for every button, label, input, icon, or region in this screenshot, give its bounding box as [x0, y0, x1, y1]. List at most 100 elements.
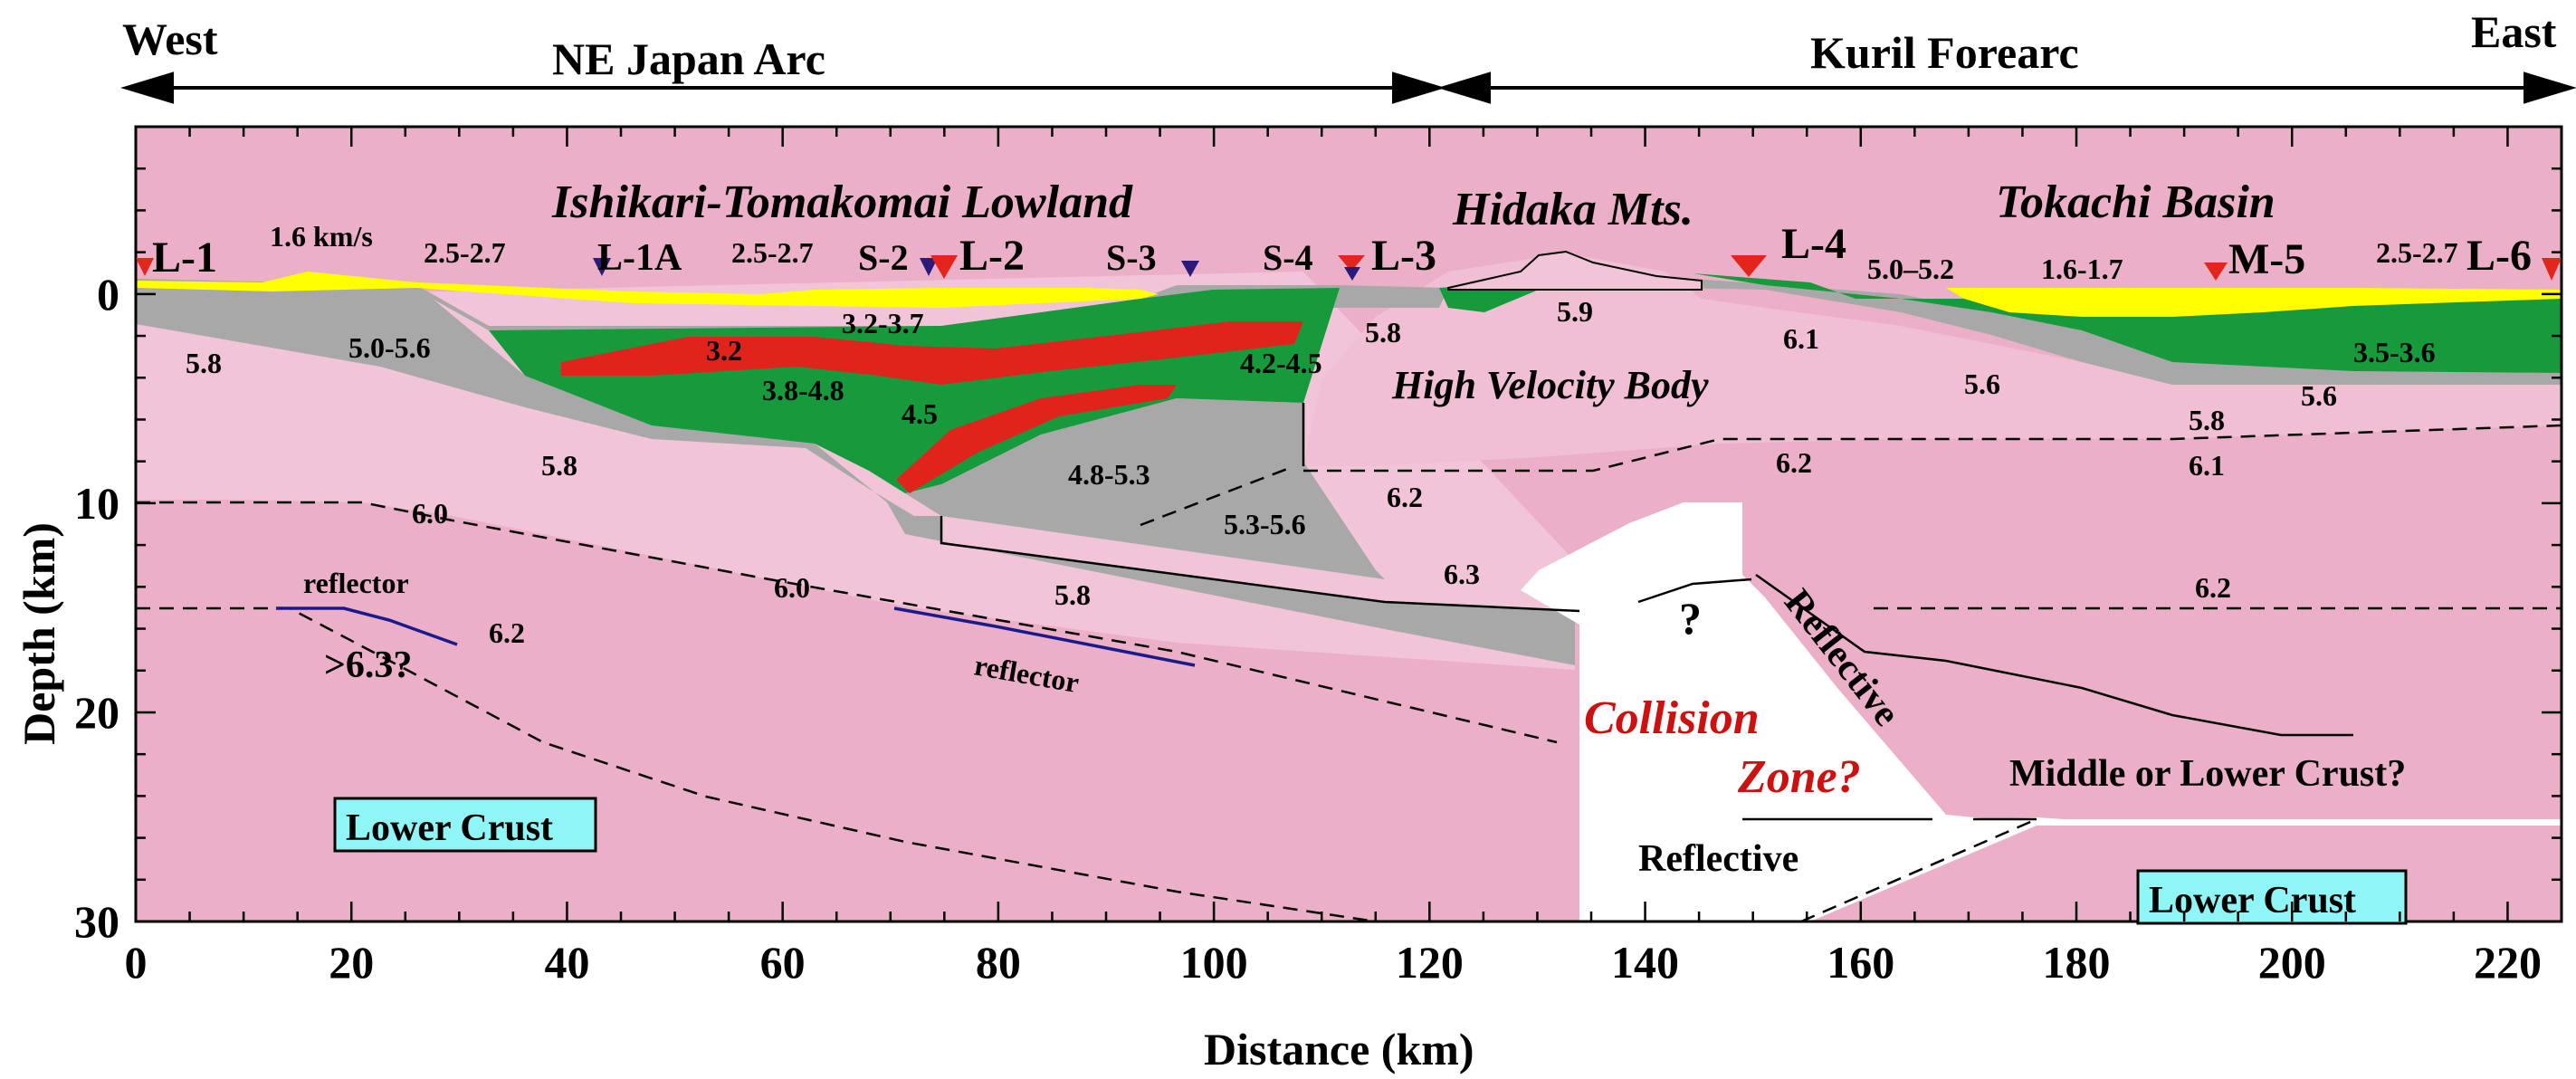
collision-zone-region — [1521, 502, 2562, 921]
triangle-red-icon — [930, 255, 958, 279]
boundary-lines — [136, 403, 2562, 923]
velocity-label: 5.3-5.6 — [1224, 508, 1306, 540]
station-labels: L-1 L-1A S-2 L-2 S-3 S-4 L-3 L-4 M-5 L-6 — [152, 220, 2532, 283]
y-tick-label: 20 — [74, 687, 119, 738]
x-tick-label: 60 — [760, 937, 806, 988]
velocity-label: 2.5-2.7 — [2376, 236, 2458, 269]
station-label: L-2 — [959, 232, 1025, 280]
velocity-label: reflector — [303, 567, 409, 599]
triangle-blue-icon — [593, 258, 611, 276]
triangle-blue-icon — [1181, 261, 1199, 277]
reflective-bottom-label: Reflective — [1638, 838, 1798, 880]
west-label: West — [122, 14, 218, 64]
red-layer-lower — [896, 385, 1177, 493]
velocity-label: 2.5-2.7 — [424, 236, 506, 269]
gray-layer-east — [1638, 276, 2562, 385]
y-axis-label: Depth (km) — [14, 522, 64, 745]
ishikari-label: Ishikari-Tomakomai Lowland — [551, 177, 1133, 228]
green-layer-east — [1693, 273, 2562, 373]
x-tick-labels: 0 20 40 60 80 100 120 140 160 180 200 220 — [125, 937, 2542, 988]
x-tick-label: 140 — [1611, 937, 1679, 988]
dashed-fault — [1140, 464, 1295, 527]
velocity-label: 5.6 — [2301, 379, 2337, 412]
reflector-center — [893, 606, 1196, 667]
station-label: L-4 — [1781, 220, 1846, 268]
x-tick-label: 220 — [2474, 937, 2542, 988]
reflectors — [276, 606, 1196, 667]
red-layer-upper — [561, 321, 1303, 385]
lower-crust-right-label: Lower Crust — [2149, 880, 2356, 921]
velocity-label: 3.2-3.7 — [842, 307, 924, 339]
station-label: L-6 — [2466, 232, 2532, 280]
y-tick-label: 10 — [74, 478, 119, 529]
velocity-label: 6.0 — [774, 571, 810, 604]
velocity-label: 6.2 — [1387, 481, 1423, 513]
triangle-red-icon — [136, 258, 154, 276]
velocity-label: 3.8-4.8 — [762, 374, 844, 406]
velocity-label: 6.2 — [1776, 446, 1812, 479]
x-tick-label: 200 — [2258, 937, 2326, 988]
station-markers — [136, 255, 2562, 281]
arrow-west-icon — [120, 72, 174, 104]
station-label: S-4 — [1263, 237, 1313, 278]
y-tick-labels: 0 10 20 30 — [74, 269, 119, 947]
velocity-labels: 1.6 km/s 2.5-2.7 2.5-2.7 2.5-2.7 5.0–5.2… — [186, 220, 2458, 699]
gray-layer-west — [136, 279, 1575, 665]
velocity-label: 4.2-4.5 — [1240, 347, 1322, 379]
reflector-west — [276, 606, 458, 646]
y-tick-label: 30 — [74, 896, 119, 947]
station-label: L-1A — [597, 237, 682, 279]
y-tick-label: 0 — [97, 269, 119, 320]
station-label: L-3 — [1371, 232, 1436, 280]
ne-japan-arc-label: NE Japan Arc — [552, 33, 825, 84]
station-label: S-3 — [1106, 237, 1157, 278]
velocity-label: 5.8 — [1054, 578, 1091, 611]
arrow-mid-right-icon — [1392, 72, 1445, 104]
high-velocity-body-label: High Velocity Body — [1391, 363, 1709, 407]
velocity-label: 6.3 — [1444, 558, 1480, 590]
dashed-6.2-boundary — [136, 606, 1377, 923]
x-tick-label: 80 — [976, 937, 1021, 988]
collision-label-2: Zone? — [1737, 751, 1861, 803]
header-arrows — [120, 72, 2576, 104]
velocity-label: 5.8 — [1365, 316, 1401, 349]
velocity-label: 6.0 — [412, 497, 448, 530]
velocity-label: 6.1 — [2189, 449, 2225, 482]
velocity-label: 5.0-5.6 — [348, 331, 431, 364]
velocity-label: 3.2 — [706, 334, 742, 367]
x-tick-label: 0 — [125, 937, 148, 988]
velocity-label: 4.5 — [902, 397, 938, 430]
kuril-forearc-label: Kuril Forearc — [1810, 27, 2079, 78]
x-tick-label: 180 — [2043, 937, 2111, 988]
velocity-label: 5.8 — [186, 347, 222, 379]
triangle-blue-icon — [920, 258, 938, 276]
velocity-label: 5.6 — [1964, 368, 2000, 400]
reflector-line-east — [1755, 573, 2353, 737]
velocity-label: >6.3? — [324, 645, 412, 686]
dashed-5.8-boundary-east — [1303, 424, 2562, 473]
velocity-label: 1.6 km/s — [270, 220, 373, 253]
slab-top-line — [940, 516, 1580, 613]
arrow-east-icon — [2524, 72, 2576, 104]
lower-crust-left-label: Lower Crust — [346, 807, 553, 849]
question-label: ? — [1679, 593, 1702, 644]
high-velocity-body — [1303, 253, 2562, 466]
velocity-label: 4.8-5.3 — [1068, 458, 1150, 491]
x-axis-label: Distance (km) — [1204, 1024, 1474, 1074]
triangle-blue-icon — [1344, 267, 1360, 281]
velocity-label: 5.0–5.2 — [1867, 253, 1954, 285]
east-label: East — [2471, 6, 2557, 57]
collision-arc — [1637, 578, 1752, 604]
lower-crust-box-right: Lower Crust — [2136, 869, 2408, 925]
triangle-red-icon — [1338, 255, 1365, 272]
velocity-label: 2.5-2.7 — [731, 236, 814, 269]
velocity-label: 5.9 — [1557, 295, 1593, 328]
station-label: M-5 — [2228, 235, 2305, 283]
velocity-label: 6.1 — [1783, 322, 1819, 355]
dashed-6.0-boundary — [136, 501, 1558, 744]
velocity-label: 1.6-1.7 — [2041, 253, 2123, 285]
velocity-label: 6.2 — [2195, 571, 2231, 604]
dashed-reflective-bottom — [1800, 817, 2037, 923]
station-label: L-1 — [152, 234, 217, 282]
